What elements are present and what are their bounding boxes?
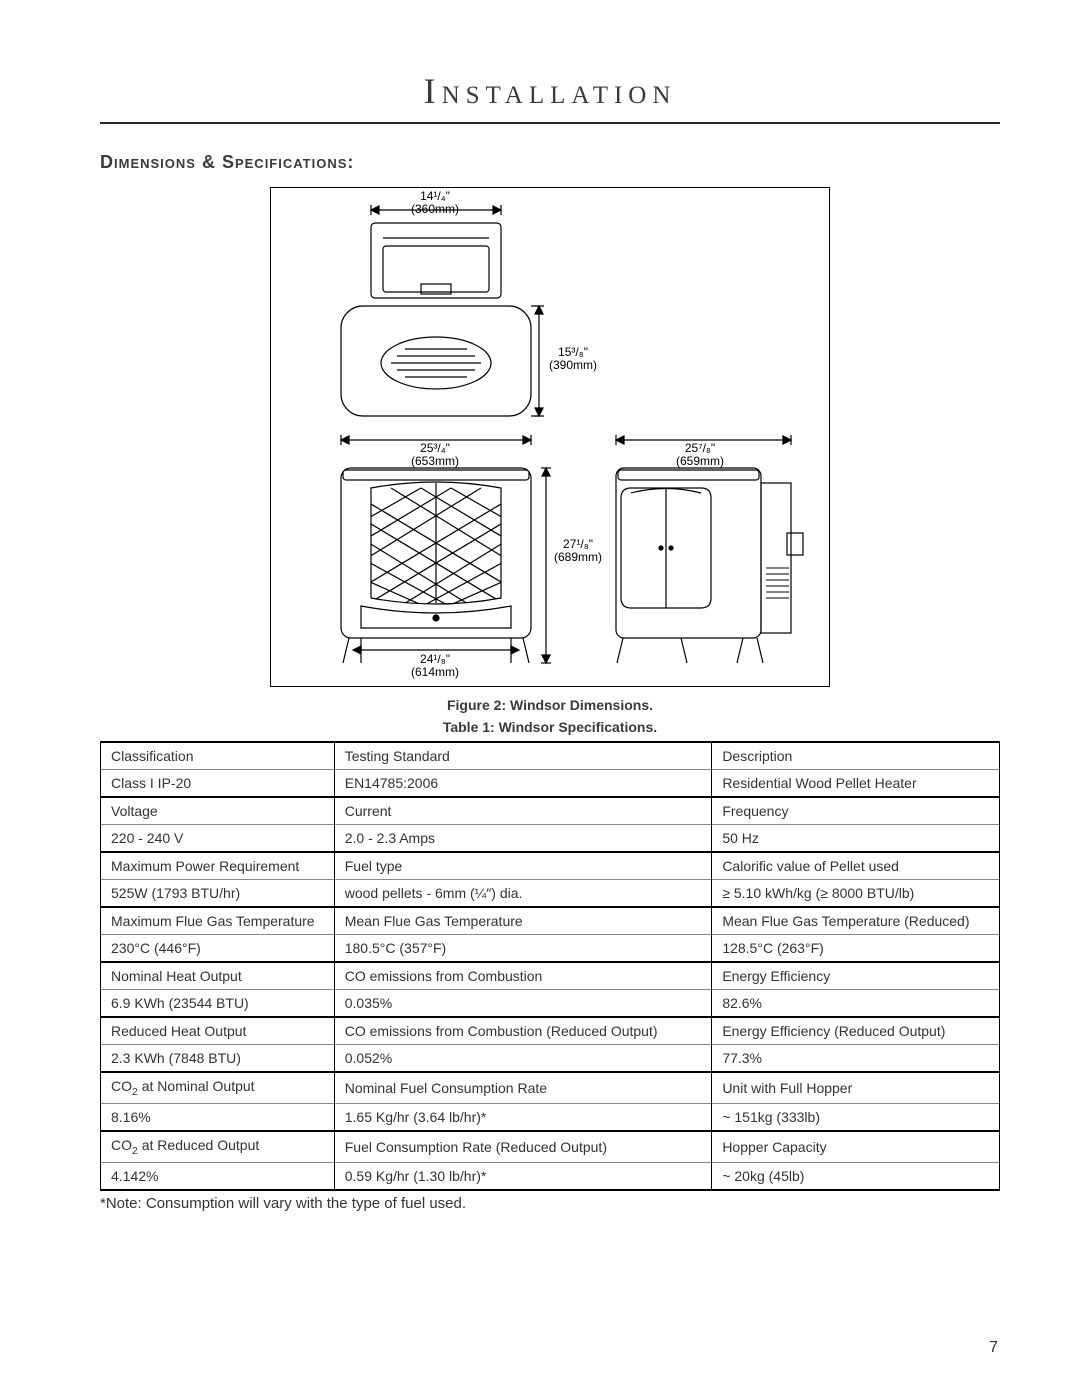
spec-cell: Testing Standard bbox=[334, 742, 712, 770]
spec-row: VoltageCurrentFrequency bbox=[101, 797, 1000, 825]
spec-cell: Hopper Capacity bbox=[712, 1131, 1000, 1162]
spec-cell: Nominal Heat Output bbox=[101, 962, 335, 990]
spec-cell: Energy Efficiency bbox=[712, 962, 1000, 990]
page-number: 7 bbox=[989, 1339, 998, 1357]
spec-cell: Energy Efficiency (Reduced Output) bbox=[712, 1017, 1000, 1045]
spec-row: 220 - 240 V2.0 - 2.3 Amps50 Hz bbox=[101, 825, 1000, 853]
spec-cell: Maximum Power Requirement bbox=[101, 852, 335, 880]
spec-cell: 525W (1793 BTU/hr) bbox=[101, 880, 335, 908]
spec-cell: ≥ 5.10 kWh/kg (≥ 8000 BTU/lb) bbox=[712, 880, 1000, 908]
dim-mm: (360mm) bbox=[411, 202, 459, 216]
specifications-table: ClassificationTesting StandardDescriptio… bbox=[100, 741, 1000, 1191]
section-heading: Dimensions & Specifications: bbox=[100, 152, 1000, 173]
spec-row: Nominal Heat OutputCO emissions from Com… bbox=[101, 962, 1000, 990]
spec-cell: 0.035% bbox=[334, 990, 712, 1018]
spec-cell: CO2 at Nominal Output bbox=[101, 1072, 335, 1103]
spec-cell: 6.9 KWh (23544 BTU) bbox=[101, 990, 335, 1018]
spec-row: 6.9 KWh (23544 BTU)0.035%82.6% bbox=[101, 990, 1000, 1018]
dim-mm: (614mm) bbox=[411, 665, 459, 679]
spec-cell: 4.142% bbox=[101, 1162, 335, 1190]
spec-cell: EN14785:2006 bbox=[334, 770, 712, 798]
spec-cell: Unit with Full Hopper bbox=[712, 1072, 1000, 1103]
spec-cell: 2.3 KWh (7848 BTU) bbox=[101, 1045, 335, 1073]
spec-cell: Mean Flue Gas Temperature (Reduced) bbox=[712, 907, 1000, 935]
dim-mm: (653mm) bbox=[411, 454, 459, 468]
spec-row: ClassificationTesting StandardDescriptio… bbox=[101, 742, 1000, 770]
dim-side-depth: 25⁷/₈" (659mm) bbox=[676, 442, 724, 468]
dim-front-height: 27¹/₈" (689mm) bbox=[554, 538, 602, 564]
spec-cell: 1.65 Kg/hr (3.64 lb/hr)* bbox=[334, 1103, 712, 1131]
spec-row: Reduced Heat OutputCO emissions from Com… bbox=[101, 1017, 1000, 1045]
spec-cell: wood pellets - 6mm (¼″) dia. bbox=[334, 880, 712, 908]
spec-cell: Fuel Consumption Rate (Reduced Output) bbox=[334, 1131, 712, 1162]
spec-cell: ~ 20kg (45lb) bbox=[712, 1162, 1000, 1190]
spec-cell: 8.16% bbox=[101, 1103, 335, 1131]
spec-cell: 50 Hz bbox=[712, 825, 1000, 853]
spec-row: Maximum Power RequirementFuel typeCalori… bbox=[101, 852, 1000, 880]
footnote: *Note: Consumption will vary with the ty… bbox=[100, 1195, 1000, 1212]
spec-cell: 180.5°C (357°F) bbox=[334, 935, 712, 963]
spec-cell: Reduced Heat Output bbox=[101, 1017, 335, 1045]
spec-cell: CO emissions from Combustion bbox=[334, 962, 712, 990]
dim-value: 27¹/₈" bbox=[563, 537, 593, 551]
spec-cell: 2.0 - 2.3 Amps bbox=[334, 825, 712, 853]
spec-cell: Maximum Flue Gas Temperature bbox=[101, 907, 335, 935]
spec-row: Maximum Flue Gas TemperatureMean Flue Ga… bbox=[101, 907, 1000, 935]
page-title: Installation bbox=[100, 70, 1000, 112]
spec-cell: Nominal Fuel Consumption Rate bbox=[334, 1072, 712, 1103]
spec-cell: Class I IP-20 bbox=[101, 770, 335, 798]
spec-row: CO2 at Reduced OutputFuel Consumption Ra… bbox=[101, 1131, 1000, 1162]
spec-cell: CO2 at Reduced Output bbox=[101, 1131, 335, 1162]
spec-row: 230°C (446°F)180.5°C (357°F)128.5°C (263… bbox=[101, 935, 1000, 963]
document-page: Installation Dimensions & Specifications… bbox=[0, 0, 1080, 1242]
dim-value: 25⁷/₈" bbox=[685, 441, 715, 455]
spec-cell: Classification bbox=[101, 742, 335, 770]
dim-front-width: 25³/₄" (653mm) bbox=[411, 442, 459, 468]
spec-cell: 0.052% bbox=[334, 1045, 712, 1073]
spec-cell: 77.3% bbox=[712, 1045, 1000, 1073]
dim-value: 25³/₄" bbox=[420, 441, 450, 455]
spec-cell: 230°C (446°F) bbox=[101, 935, 335, 963]
spec-row: CO2 at Nominal OutputNominal Fuel Consum… bbox=[101, 1072, 1000, 1103]
figure-caption: Figure 2: Windsor Dimensions. bbox=[100, 697, 1000, 713]
spec-cell: 0.59 Kg/hr (1.30 lb/hr)* bbox=[334, 1162, 712, 1190]
spec-row: 4.142%0.59 Kg/hr (1.30 lb/hr)*~ 20kg (45… bbox=[101, 1162, 1000, 1190]
spec-cell: Calorific value of Pellet used bbox=[712, 852, 1000, 880]
spec-row: 525W (1793 BTU/hr)wood pellets - 6mm (¼″… bbox=[101, 880, 1000, 908]
dim-top-width: 14¹/₄" (360mm) bbox=[411, 190, 459, 216]
spec-row: 2.3 KWh (7848 BTU)0.052%77.3% bbox=[101, 1045, 1000, 1073]
spec-row: Class I IP-20EN14785:2006Residential Woo… bbox=[101, 770, 1000, 798]
spec-cell: 128.5°C (263°F) bbox=[712, 935, 1000, 963]
spec-cell: Fuel type bbox=[334, 852, 712, 880]
dim-base-width: 24¹/₈" (614mm) bbox=[411, 653, 459, 679]
spec-cell: CO emissions from Combustion (Reduced Ou… bbox=[334, 1017, 712, 1045]
dim-value: 14¹/₄" bbox=[420, 189, 450, 203]
dim-mm: (659mm) bbox=[676, 454, 724, 468]
spec-cell: Current bbox=[334, 797, 712, 825]
spec-row: 8.16%1.65 Kg/hr (3.64 lb/hr)*~ 151kg (33… bbox=[101, 1103, 1000, 1131]
spec-cell: Mean Flue Gas Temperature bbox=[334, 907, 712, 935]
dim-upper-height: 15³/₈" (390mm) bbox=[549, 346, 597, 372]
spec-cell: Voltage bbox=[101, 797, 335, 825]
spec-cell: Residential Wood Pellet Heater bbox=[712, 770, 1000, 798]
spec-cell: 82.6% bbox=[712, 990, 1000, 1018]
dim-mm: (689mm) bbox=[554, 550, 602, 564]
table-caption: Table 1: Windsor Specifications. bbox=[100, 719, 1000, 735]
spec-cell: Frequency bbox=[712, 797, 1000, 825]
dim-value: 24¹/₈" bbox=[420, 652, 450, 666]
dim-mm: (390mm) bbox=[549, 358, 597, 372]
spec-cell: Description bbox=[712, 742, 1000, 770]
spec-cell: ~ 151kg (333lb) bbox=[712, 1103, 1000, 1131]
dim-value: 15³/₈" bbox=[558, 345, 588, 359]
dimensions-diagram: 14¹/₄" (360mm) 15³/₈" (390mm) 25³/₄" (65… bbox=[270, 187, 830, 687]
spec-cell: 220 - 240 V bbox=[101, 825, 335, 853]
diagram-svg bbox=[271, 188, 831, 688]
title-rule bbox=[100, 122, 1000, 124]
